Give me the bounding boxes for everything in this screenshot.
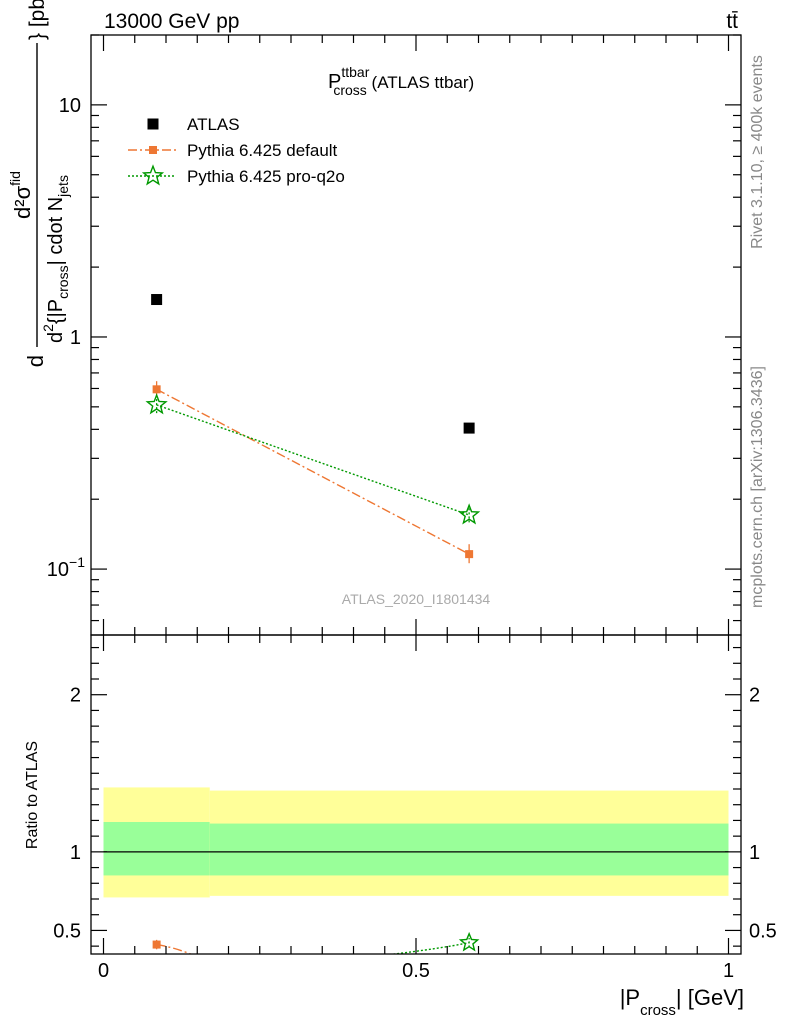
y-label-denominator-body: d2{|Pcross| cdot Njets — [40, 175, 71, 343]
y-label-d2-sup: 2 — [40, 324, 56, 332]
title-main-symbol: P — [328, 71, 341, 93]
header-energy-label: 13000 GeV pp — [104, 10, 239, 33]
series-2-line — [156, 404, 470, 516]
y-label-numerator-text: d²σ — [10, 185, 35, 219]
y-label-numerator: d²σfid — [7, 171, 35, 219]
ratio-band-green — [209, 823, 729, 876]
y-label-close-text: } [pb/GeV] — [26, 0, 49, 40]
mcplots-reference-label: mcplots.cern.ch [arXiv:1306.3436] — [749, 366, 766, 608]
legend-item: ATLAS — [147, 115, 240, 134]
title-rest: (ATLAS ttbar) — [367, 73, 474, 92]
main-y-tick-label: 10−1 — [47, 554, 85, 581]
y-label-mid: | cdot N — [45, 197, 67, 266]
series-0-point — [463, 422, 475, 434]
series-1-point — [152, 385, 161, 394]
main-marks — [145, 294, 481, 564]
title-superscript: ttbar — [341, 64, 369, 80]
x-axis-label: |Pcross| [GeV] — [620, 985, 744, 1019]
x-tick-label: 1 — [723, 960, 734, 982]
y-label-brace: {|P — [45, 299, 67, 324]
x-tick-label: 0 — [98, 960, 109, 982]
legend-marker — [147, 118, 159, 130]
series-2-point — [145, 393, 168, 415]
y-label-d2: d — [45, 332, 67, 343]
legend: ATLAS Pythia 6.425 default Pythia 6.425 pr… — [128, 115, 345, 186]
y-label-brace-sub: cross — [55, 265, 71, 298]
ratio-point — [458, 931, 480, 952]
ratio-band-green — [103, 822, 210, 876]
main-y-axis-label: d²σfid d d2{|Pcross| cdot Njets } [pb/Ge… — [7, 0, 71, 367]
series-2-group — [145, 393, 481, 525]
y-label-d: d — [23, 355, 48, 367]
legend-label: ATLAS — [187, 115, 240, 134]
ratio-y-tick-label-right: 2 — [749, 685, 760, 707]
rivet-version-label: Rivet 3.1.10, ≥ 400k events — [749, 55, 766, 249]
ratio-line — [389, 941, 470, 954]
series-0-point — [151, 294, 163, 306]
header-process-label: tt̄ — [726, 10, 738, 33]
ratio-y-tick-label: 0.5 — [53, 920, 81, 942]
legend-marker — [149, 146, 157, 154]
y-label-numerator-sup: fid — [7, 171, 23, 186]
ratio-y-tick-label: 2 — [70, 685, 81, 707]
ratio-series-1 — [389, 931, 480, 954]
ratio-y-axis-label: Ratio to ATLAS — [24, 741, 41, 849]
main-title: Pttbar cross (ATLAS ttbar) — [328, 64, 474, 98]
series-1-point — [465, 550, 474, 559]
title-subscript: cross — [333, 82, 366, 98]
x-label-sub: cross — [640, 1002, 676, 1019]
legend-label: Pythia 6.425 pro-q2o — [187, 167, 345, 186]
ratio-line — [156, 943, 193, 954]
ratio-panel: 0.5 0.5 1 1 2 2 0 0.5 1 Ratio to ATLAS |Pcross| … — [24, 634, 777, 1019]
ratio-ticks: 0.5 0.5 1 1 2 2 0 0.5 1 — [53, 635, 777, 982]
series-1-line — [156, 388, 470, 555]
ratio-y-tick-label: 1 — [70, 842, 81, 864]
ratio-y-tick-label-right: 0.5 — [749, 920, 777, 942]
main-panel: 10−1 1 10 Pttbar cross (ATLAS ttbar) d²σfid… — [7, 0, 742, 636]
x-tick-label: 0.5 — [402, 960, 430, 982]
legend-item: Pythia 6.425 default — [128, 141, 338, 160]
y-label-denominator: d — [23, 355, 48, 367]
ratio-y-tick-label-right: 1 — [749, 842, 760, 864]
main-y-tick-label: 1 — [70, 327, 81, 349]
legend-label: Pythia 6.425 default — [187, 141, 338, 160]
series-2-point — [457, 503, 481, 525]
series-0-group — [151, 294, 475, 434]
analysis-id-annotation: ATLAS_2020_I1801434 — [342, 591, 491, 607]
legend-item: Pythia 6.425 pro-q2o — [128, 164, 345, 186]
main-x-ticks — [102, 35, 730, 635]
y-label-close: } [pb/GeV] — [26, 0, 49, 40]
y-label-mid-sub: jets — [55, 175, 71, 198]
ratio-marks — [103, 787, 729, 954]
main-y-ticks: 10−1 1 10 — [47, 34, 741, 622]
x-label-a: |P — [620, 985, 640, 1010]
series-1-group — [152, 381, 474, 564]
main-y-tick-label: 10 — [59, 95, 81, 117]
ratio-series-0 — [152, 939, 193, 954]
x-label-b: | [GeV] — [676, 985, 744, 1010]
legend-marker — [141, 164, 165, 186]
